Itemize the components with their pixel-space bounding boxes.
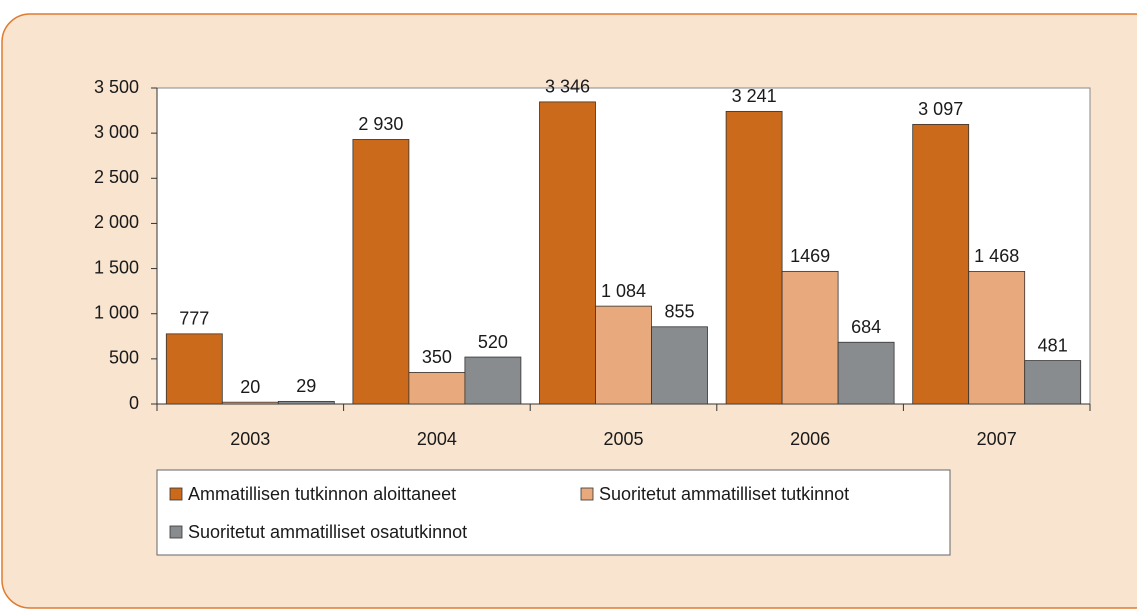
legend-swatch [169,525,183,539]
value-label: 684 [851,317,881,337]
bar [837,341,895,405]
bar [781,270,839,405]
bar [912,123,970,405]
y-tick-label: 1 500 [94,257,139,277]
value-label: 2 930 [358,114,403,134]
bar [595,305,652,405]
value-label: 29 [296,376,316,396]
y-tick-label: 2 500 [94,167,139,187]
value-label: 3 241 [732,86,777,106]
value-label: 1469 [790,246,830,266]
legend-swatch [580,487,594,501]
bar [464,356,522,405]
bar [221,401,279,405]
bar [539,101,596,405]
y-tick-label: 0 [129,393,139,413]
value-label: 1 084 [601,281,646,301]
legend-swatch [169,487,183,501]
bar [352,139,410,405]
value-label: 20 [240,377,260,397]
bar [651,326,708,405]
x-tick-label: 2004 [417,429,457,449]
value-label: 3 097 [918,99,963,119]
value-label: 777 [179,309,209,329]
y-tick-label: 1 000 [94,302,139,322]
x-tick-label: 2006 [790,429,830,449]
legend-label: Suoritetut ammatilliset osatutkinnot [188,522,467,542]
bar [277,400,335,405]
legend-label: Suoritetut ammatilliset tutkinnot [599,484,849,504]
value-label: 3 346 [545,77,590,97]
legend-label: Ammatillisen tutkinnon aloittaneet [188,484,456,504]
y-tick-label: 500 [109,348,139,368]
bar [1024,360,1082,405]
bar [165,333,223,405]
value-label: 1 468 [974,246,1019,266]
bar [725,110,783,405]
y-tick-label: 3 500 [94,77,139,97]
x-tick-label: 2007 [977,429,1017,449]
legend [156,469,951,556]
value-label: 350 [422,347,452,367]
x-tick-label: 2003 [230,429,270,449]
y-tick-label: 2 000 [94,212,139,232]
y-tick-label: 3 000 [94,122,139,142]
value-label: 520 [478,332,508,352]
bar [408,371,466,405]
bar [968,271,1026,405]
value-label: 481 [1038,335,1068,355]
value-label: 855 [664,302,694,322]
x-tick-label: 2005 [603,429,643,449]
